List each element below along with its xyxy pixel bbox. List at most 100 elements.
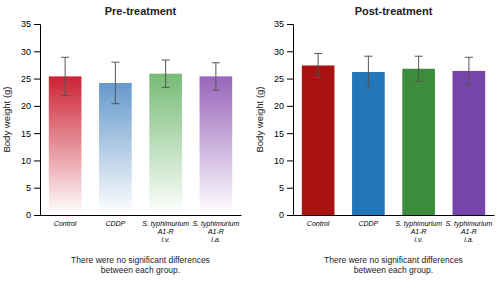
x-axis: ControlCDDPS. typhimuriumA1-Ri.v.S. typh… [41, 216, 242, 244]
y-tick: 0 [26, 210, 40, 220]
bar [402, 69, 435, 215]
x-tick-label-line: CDDP [105, 220, 125, 227]
plot-area [302, 53, 485, 215]
y-tick-mark [34, 188, 40, 189]
x-axis-line [41, 215, 242, 216]
y-axis: 0 5 10 15 20 25 30 35 [21, 19, 41, 220]
error-bar-stem [318, 53, 319, 77]
x-tick-label-line: Control [54, 220, 77, 227]
error-bar-cap [61, 95, 69, 96]
error-bar-cap [364, 87, 372, 88]
plot-area [49, 57, 232, 215]
x-tick-label: Control [54, 220, 77, 227]
error-bar-cap [314, 77, 322, 78]
y-tick: 35 [274, 19, 293, 29]
y-tick-label: 20 [274, 101, 284, 111]
bar [49, 76, 82, 215]
y-tick-mark [287, 24, 293, 25]
y-tick-mark [287, 133, 293, 134]
error-bar-stem [418, 56, 419, 81]
error-bar [415, 56, 423, 81]
y-tick-label: 30 [21, 47, 31, 57]
y-tick: 20 [274, 101, 293, 111]
error-bar [162, 60, 170, 87]
y-tick-label: 10 [21, 156, 31, 166]
y-axis-title: Body weight (g) [1, 86, 12, 152]
y-tick: 15 [21, 129, 40, 139]
y-axis-line [34, 25, 41, 216]
y-axis-line [287, 25, 294, 216]
error-bar-cap [465, 57, 473, 58]
y-tick: 5 [279, 183, 293, 193]
y-tick-mark [34, 160, 40, 161]
y-tick-mark [287, 160, 293, 161]
x-tick-label: CDDP [358, 220, 378, 227]
error-bar-stem [65, 57, 66, 95]
error-bar-stem [368, 56, 369, 88]
y-tick: 35 [21, 19, 40, 29]
annotation-line: There were no significant differences [71, 255, 210, 265]
x-tick-label-line: S. typhimurium [193, 220, 240, 228]
annotation-line: There were no significant differences [324, 255, 463, 265]
y-tick-mark [34, 51, 40, 52]
x-tick-label-line: Control [307, 220, 330, 227]
error-bar-cap [314, 53, 322, 54]
x-tick-label: CDDP [105, 220, 125, 227]
y-tick-label: 15 [274, 129, 284, 139]
y-tick-label: 5 [26, 183, 31, 193]
x-tick-label-line: i.v. [414, 236, 422, 243]
y-tick-mark [34, 106, 40, 107]
y-tick: 30 [21, 47, 40, 57]
error-bar [61, 57, 69, 95]
x-tick: Control [307, 220, 330, 227]
y-tick-label: 30 [274, 47, 284, 57]
y-tick-label: 15 [21, 129, 31, 139]
x-tick-label-line: i.v. [161, 236, 169, 243]
annotation-line: between each group. [354, 265, 433, 275]
y-tick-mark [287, 106, 293, 107]
y-tick-mark [34, 24, 40, 25]
x-tick: S. typhimuriumA1-Ri.a. [446, 220, 493, 243]
y-tick: 5 [26, 183, 40, 193]
error-bar-cap [162, 87, 170, 88]
x-tick-label-line: S. typhimurium [142, 220, 189, 228]
panel: 05101520253035ControlCDDPS. typhimuriumA… [254, 5, 495, 275]
x-tick-label-line: A1-R [207, 228, 224, 235]
error-bar-cap [212, 90, 220, 91]
error-bar-cap [465, 84, 473, 85]
x-tick-label: S. typhimuriumA1-Ri.v. [142, 220, 189, 243]
y-tick: 0 [279, 210, 293, 220]
y-tick-mark [287, 51, 293, 52]
y-tick: 25 [274, 74, 293, 84]
error-bar-cap [61, 57, 69, 58]
y-tick-mark [287, 188, 293, 189]
title: Post-treatment [355, 5, 433, 17]
x-tick-label-line: A1-R [460, 228, 477, 235]
title: Pre-treatment [105, 5, 177, 17]
y-tick-label: 35 [274, 19, 284, 29]
error-bar-stem [215, 63, 216, 90]
x-tick-label: Control [307, 220, 330, 227]
y-tick-label: 25 [21, 74, 31, 84]
y-tick-mark [34, 215, 40, 216]
error-bar-stem [115, 62, 116, 103]
y-tick-label: 20 [21, 101, 31, 111]
annotation: There were no significant differencesbet… [71, 255, 210, 275]
error-bar-cap [415, 81, 423, 82]
bar [302, 65, 335, 215]
y-tick-mark [287, 215, 293, 216]
x-tick-label-line: i.a. [464, 236, 473, 243]
x-tick-label-line: A1-R [410, 228, 427, 235]
x-axis: ControlCDDPS. typhimuriumA1-Ri.v.S. typh… [294, 216, 495, 244]
x-tick-label: S. typhimuriumA1-Ri.a. [446, 220, 493, 243]
annotation-line: between each group. [101, 265, 180, 275]
y-axis: 05101520253035 [274, 19, 294, 220]
error-bar-stem [468, 57, 469, 84]
y-tick-label: 0 [279, 210, 284, 220]
error-bar [364, 56, 372, 88]
error-bar-cap [415, 56, 423, 57]
error-bar [212, 63, 220, 90]
error-bar-cap [111, 103, 119, 104]
x-tick: S. typhimuriumA1-Ri.v. [142, 220, 189, 243]
y-tick: 10 [21, 156, 40, 166]
